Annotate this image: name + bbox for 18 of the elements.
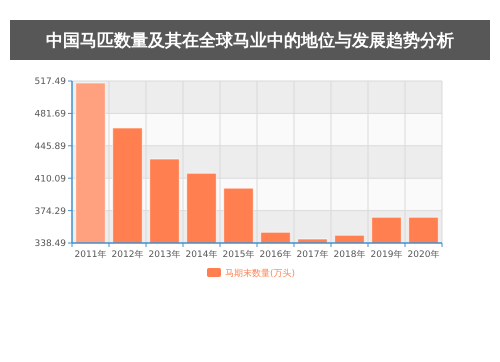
x-tick-label: 2012年 <box>112 249 144 260</box>
x-tick-label: 2017年 <box>296 249 328 260</box>
x-tick-label: 2020年 <box>408 249 440 260</box>
legend-label: 马期末数量(万头) <box>225 268 296 280</box>
chart-title: 中国马匹数量及其在全球马业中的地位与发展趋势分析 <box>46 30 454 51</box>
x-tick-label: 2015年 <box>222 249 254 260</box>
y-tick-label: 410.09 <box>34 174 66 184</box>
y-tick-label: 374.29 <box>34 206 66 217</box>
x-tick-label: 2016年 <box>260 249 292 260</box>
x-tick-label: 2013年 <box>148 249 180 260</box>
x-tick-label: 2014年 <box>186 249 218 260</box>
y-tick-label: 338.49 <box>34 239 66 250</box>
y-tick-label: 481.69 <box>34 110 66 120</box>
y-tick-label: 445.89 <box>34 142 66 152</box>
x-tick-label: 2018年 <box>334 249 366 260</box>
x-tick-label: 2011年 <box>74 249 106 260</box>
y-tick-label: 517.49 <box>34 77 66 88</box>
x-tick-label: 2019年 <box>370 249 402 260</box>
